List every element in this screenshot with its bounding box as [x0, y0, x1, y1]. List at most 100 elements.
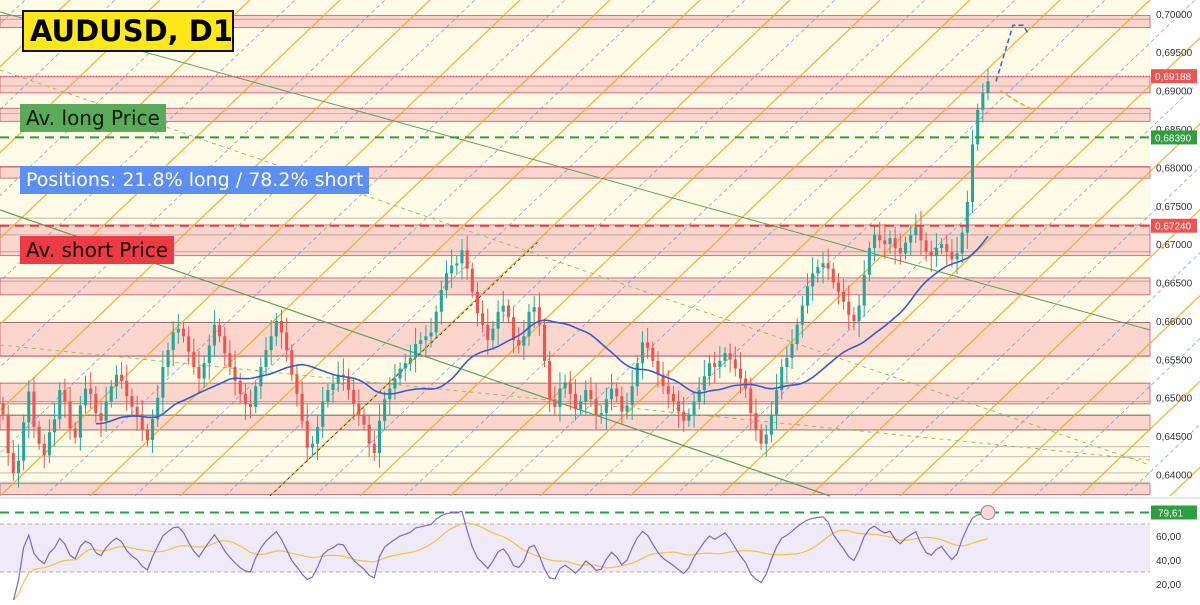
candle-body [352, 390, 356, 404]
candle-body [310, 443, 314, 448]
candle-body [481, 313, 485, 325]
candle-body [914, 227, 918, 235]
candle-body [218, 324, 222, 337]
candle-body [744, 378, 748, 389]
candle-body [800, 305, 804, 325]
channel-midline [314, 0, 836, 497]
candle-body [640, 342, 645, 364]
candle-body [491, 328, 495, 341]
candle-body [32, 391, 36, 427]
candle-body [646, 342, 650, 348]
candle-body [429, 332, 433, 337]
candle-body [780, 367, 784, 391]
rsi-signal-line [8, 522, 989, 602]
axis-background [1150, 0, 1200, 600]
candle-body [795, 324, 799, 344]
candle-body [372, 443, 376, 454]
candle-body [362, 414, 366, 425]
candle-body [955, 253, 959, 260]
candle-body [728, 353, 732, 360]
candle-body [444, 273, 449, 291]
candle-body [94, 393, 98, 414]
candle-body [692, 401, 696, 415]
candle-body [625, 405, 629, 412]
candle-body [842, 291, 846, 302]
candle-body [568, 382, 572, 394]
candle-body [419, 340, 423, 344]
channel-midline [134, 0, 656, 497]
rsi-tick-label: 60,00 [1156, 532, 1181, 543]
moving-average [95, 235, 989, 425]
candle-body [661, 374, 665, 387]
candle-body [945, 244, 949, 252]
candle-body [713, 363, 717, 368]
candle-body [821, 263, 825, 268]
rsi-value-box [1151, 505, 1197, 520]
candle-body [862, 274, 866, 306]
horizontal-levels [0, 18, 1150, 483]
candle-body [677, 401, 681, 412]
candle-body [305, 420, 309, 448]
candle-body [542, 324, 547, 361]
price-marker-label: 0,69188 [1155, 72, 1192, 83]
candle-body [63, 390, 67, 402]
candle-body [83, 388, 88, 406]
projection-up-arrow [995, 24, 1029, 82]
rsi-tick-label: 40,00 [1156, 556, 1181, 567]
channel-line [0, 0, 161, 154]
candle-body [346, 376, 351, 391]
rsi-line [8, 510, 989, 602]
candle-body [682, 411, 686, 421]
candle-body [403, 363, 407, 369]
candle-body [140, 414, 144, 430]
rsi-highlight-marker [980, 504, 996, 520]
candle-body [470, 268, 474, 292]
price-zone [0, 107, 1151, 122]
channel-line [449, 0, 971, 497]
channel-line [1079, 380, 1200, 497]
candle-body [754, 413, 758, 430]
candle-body [940, 244, 944, 248]
price-tick-label: 0,67000 [1156, 240, 1193, 251]
candle-body [166, 350, 170, 368]
candle-body [151, 419, 155, 440]
candle-body [357, 403, 361, 415]
candle-body [909, 234, 913, 243]
candle-body [460, 250, 464, 264]
candle-body [207, 345, 211, 364]
channel-line [89, 0, 611, 497]
candle-body [718, 360, 722, 368]
candle-body [171, 332, 175, 351]
channel-midline [0, 0, 206, 197]
candle-body [764, 434, 768, 444]
price-marker-box [1151, 218, 1197, 233]
candle-body [212, 324, 216, 346]
candle-body [512, 317, 516, 341]
candle-body [254, 386, 258, 407]
candle-body [873, 234, 877, 248]
candle-body [202, 363, 206, 379]
price-zone [0, 76, 1151, 94]
moving-average-line [95, 235, 989, 425]
av-short-price-label: Av. short Price [20, 236, 175, 264]
candle-body [238, 380, 242, 394]
candle-body [553, 399, 557, 407]
candle-body [233, 367, 237, 381]
candle-body [321, 401, 325, 427]
candle-body [651, 347, 655, 361]
candle-body [414, 343, 418, 358]
candle-body [78, 405, 82, 438]
candle-body [187, 336, 191, 352]
candle-body [99, 413, 103, 421]
dashed-trendline [0, 69, 1151, 466]
channel-midline [494, 0, 1016, 497]
candle-body [816, 267, 820, 274]
candle-body [223, 336, 227, 354]
candle-body [501, 305, 505, 312]
candle-body [759, 429, 763, 444]
candle-body [934, 248, 938, 256]
candle-body [878, 234, 882, 241]
candle-body [58, 390, 62, 420]
